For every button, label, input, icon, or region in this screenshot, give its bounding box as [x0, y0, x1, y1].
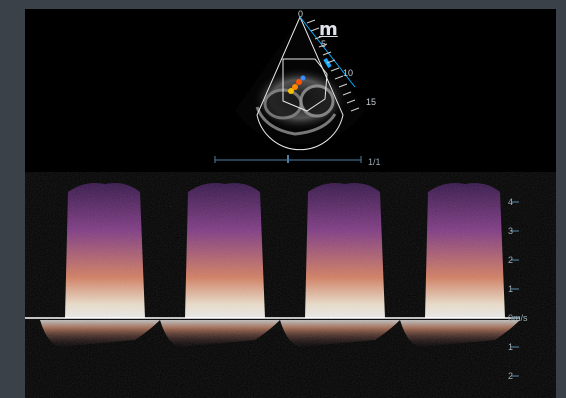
- depth-label-0: 0: [298, 9, 304, 19]
- depth-scale: [306, 19, 360, 112]
- velocity-label: 2: [508, 255, 514, 265]
- depth-label-5: 5: [321, 39, 327, 49]
- velocity-scale: [511, 201, 519, 377]
- frame-counter: 1/1: [368, 157, 381, 167]
- echo-sector-view: 0 5 10 15 m 1/1: [25, 9, 556, 179]
- velocity-baseline-label: 0m/s: [508, 313, 528, 323]
- doppler-cursor[interactable]: [299, 16, 356, 88]
- doppler-spectrum: [25, 172, 556, 398]
- velocity-scale-labels: 4 3 2 1 0m/s 1 2: [506, 172, 556, 398]
- velocity-label: 1: [508, 342, 514, 352]
- ultrasound-display: 0 5 10 15 m 1/1: [25, 9, 556, 398]
- velocity-label: 2: [508, 371, 514, 381]
- sector-image: [214, 15, 365, 163]
- velocity-label: 4: [508, 197, 514, 207]
- orientation-marker: m: [319, 19, 338, 40]
- depth-label-10: 10: [343, 68, 354, 78]
- velocity-label: 1: [508, 284, 514, 294]
- color-flow: [288, 88, 294, 94]
- velocity-label: 3: [508, 226, 514, 236]
- depth-label-15: 15: [366, 97, 377, 107]
